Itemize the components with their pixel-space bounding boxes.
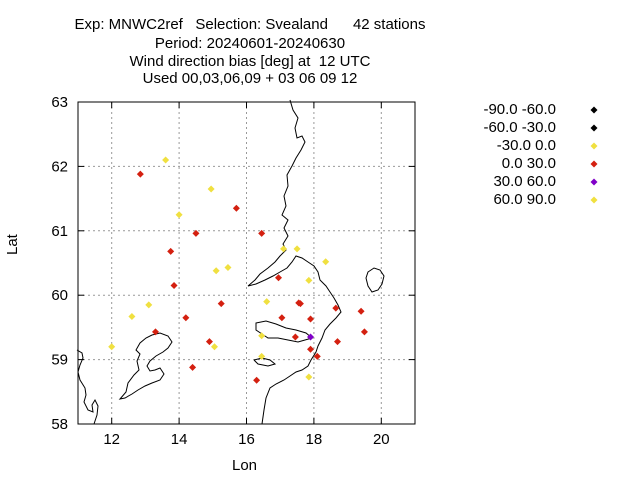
station-marker [258,229,266,237]
legend-item: -60.0 -30.0 [430,119,610,137]
legend-marker [590,196,598,204]
station-marker [192,229,200,237]
station-marker [263,298,271,306]
legend-item: -30.0 0.0 [430,137,610,155]
station-marker [145,301,153,309]
y-tick-label: 59 [51,352,68,369]
station-marker [212,267,220,275]
x-axis-label: Lon [232,457,258,474]
legend-item: 30.0 60.0 [430,173,610,191]
coastline-east [247,99,342,425]
legend-marker [590,160,598,168]
station-marker [313,352,321,360]
legend-item-label: -90.0 -60.0 [483,101,556,118]
title-line-2: Period: 20240601-20240630 [154,35,346,52]
y-tick-label: 61 [51,223,68,240]
station-marker [333,338,341,346]
station-marker [305,276,313,284]
station-marker [253,376,261,384]
station-marker [167,247,175,255]
station-marker [136,170,144,178]
legend-marker [590,106,598,114]
station-marker [224,264,232,272]
y-tick-label: 60 [51,287,68,304]
legend-marker [590,124,598,132]
x-tick-label: 12 [103,431,120,448]
station-marker [210,343,218,351]
title-line-4: Used 00,03,06,09 + 03 06 09 12 [142,70,358,87]
legend-marker [590,178,598,186]
legend-item-label: 30.0 60.0 [493,173,556,190]
station-markers [108,156,368,384]
station-marker [182,314,190,322]
title-line-3: Wind direction bias [deg] at 12 UTC [129,53,371,70]
legend-item-label: 0.0 30.0 [501,155,556,172]
station-marker [307,315,315,323]
station-marker [128,312,136,320]
station-marker [108,343,116,351]
station-marker [322,258,330,266]
station-marker [205,338,213,346]
x-tick-label: 20 [373,431,390,448]
legend-item-label: 60.0 90.0 [493,191,556,208]
station-marker [189,363,197,371]
station-marker [275,274,283,282]
station-marker [293,245,301,253]
station-marker [305,373,313,381]
station-marker [332,304,340,312]
x-tick-label: 16 [238,431,255,448]
title-line-1: Exp: MNWC2ref Selection: Svealand 42 sta… [74,16,426,33]
legend-item: 0.0 30.0 [430,155,610,173]
station-marker [360,328,368,336]
coastline [76,99,385,425]
station-marker [307,333,315,341]
station-marker [278,314,286,322]
y-tick-label: 58 [51,416,68,433]
legend-markers [590,106,598,204]
y-tick-label: 63 [51,94,68,111]
station-marker [152,328,160,336]
station-marker [307,345,315,353]
station-marker [258,332,266,340]
y-tick-label: 62 [51,158,68,175]
legend-item: -90.0 -60.0 [430,101,610,119]
lake-vanern [118,332,173,400]
coastline-norway [76,349,99,425]
y-axis-label: Lat [4,234,21,255]
station-marker [291,333,299,341]
station-marker [207,185,215,193]
station-marker [258,352,266,360]
x-tick-label: 14 [171,431,188,448]
x-tick-label: 18 [306,431,323,448]
legend-item-label: -30.0 0.0 [496,137,556,154]
station-marker [162,156,170,164]
lake-malaren [255,320,314,343]
station-marker [175,211,183,219]
station-marker [217,300,225,308]
station-marker [357,307,365,315]
station-marker [170,282,178,290]
station-marker [296,300,304,308]
aland-island [365,267,385,293]
axis-ticks: 12 14 16 18 20 58 59 60 61 62 63 [51,94,415,448]
legend-marker [590,142,598,150]
grid-lines [78,102,415,424]
legend-item-label: -60.0 -30.0 [483,119,556,136]
station-marker [232,204,240,212]
legend-item: 60.0 90.0 [430,191,610,209]
station-marker [280,245,288,253]
